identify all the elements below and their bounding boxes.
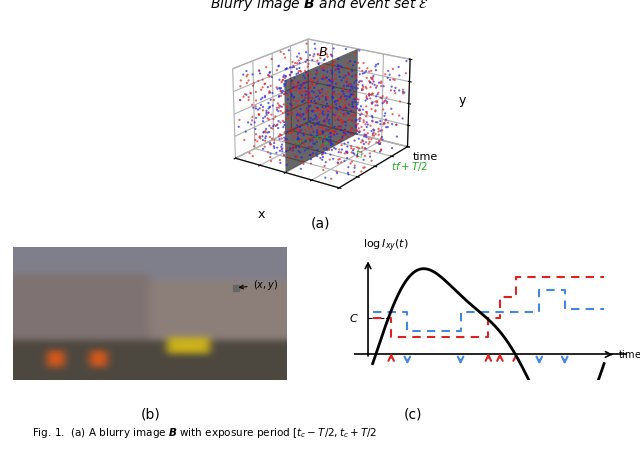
Text: $(x,y)$: $(x,y)$ [239, 278, 278, 292]
Text: $\mathrm{time:}t$: $\mathrm{time:}t$ [618, 349, 640, 360]
Text: (b): (b) [141, 408, 160, 422]
Text: Fig. 1.  (a) A blurry image $\boldsymbol{B}$ with exposure period $[t_c - T/2, t: Fig. 1. (a) A blurry image $\boldsymbol{… [32, 426, 377, 440]
X-axis label: x: x [257, 208, 264, 221]
Text: (a): (a) [310, 217, 330, 231]
Text: (c): (c) [404, 408, 422, 422]
Text: $\log I_{xy}(t)$: $\log I_{xy}(t)$ [364, 238, 409, 254]
Title: Blurry image $\boldsymbol{B}$ and event set $\mathcal{E}$: Blurry image $\boldsymbol{B}$ and event … [211, 0, 429, 14]
Text: $C$: $C$ [349, 312, 359, 323]
